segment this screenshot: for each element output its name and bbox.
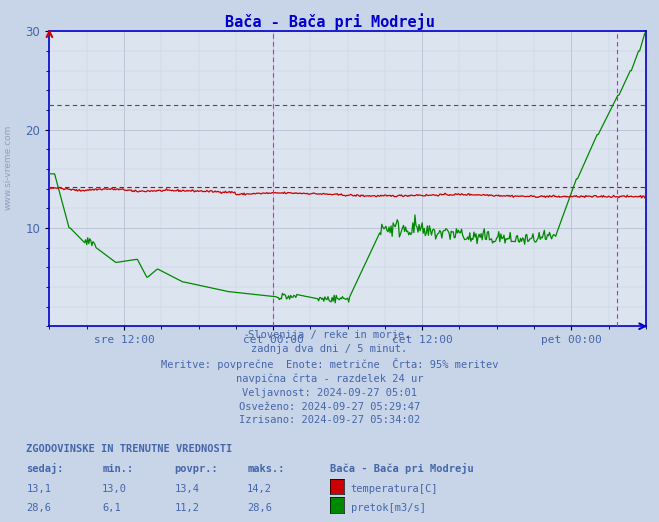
Text: 11,2: 11,2 (175, 503, 200, 513)
Text: 28,6: 28,6 (247, 503, 272, 513)
Text: Slovenija / reke in morje.
zadnja dva dni / 5 minut.
Meritve: povprečne  Enote: : Slovenija / reke in morje. zadnja dva dn… (161, 330, 498, 425)
Text: Bača - Bača pri Modreju: Bača - Bača pri Modreju (225, 13, 434, 30)
Text: www.si-vreme.com: www.si-vreme.com (3, 124, 13, 210)
Text: 6,1: 6,1 (102, 503, 121, 513)
Text: povpr.:: povpr.: (175, 465, 218, 474)
Text: 13,1: 13,1 (26, 484, 51, 494)
Text: 14,2: 14,2 (247, 484, 272, 494)
Text: maks.:: maks.: (247, 465, 285, 474)
Text: 13,4: 13,4 (175, 484, 200, 494)
Text: 28,6: 28,6 (26, 503, 51, 513)
Text: pretok[m3/s]: pretok[m3/s] (351, 503, 426, 513)
Text: 13,0: 13,0 (102, 484, 127, 494)
Text: Bača - Bača pri Modreju: Bača - Bača pri Modreju (330, 464, 473, 474)
Text: temperatura[C]: temperatura[C] (351, 484, 438, 494)
Text: min.:: min.: (102, 465, 133, 474)
Text: ZGODOVINSKE IN TRENUTNE VREDNOSTI: ZGODOVINSKE IN TRENUTNE VREDNOSTI (26, 444, 233, 454)
Text: sedaj:: sedaj: (26, 464, 64, 474)
